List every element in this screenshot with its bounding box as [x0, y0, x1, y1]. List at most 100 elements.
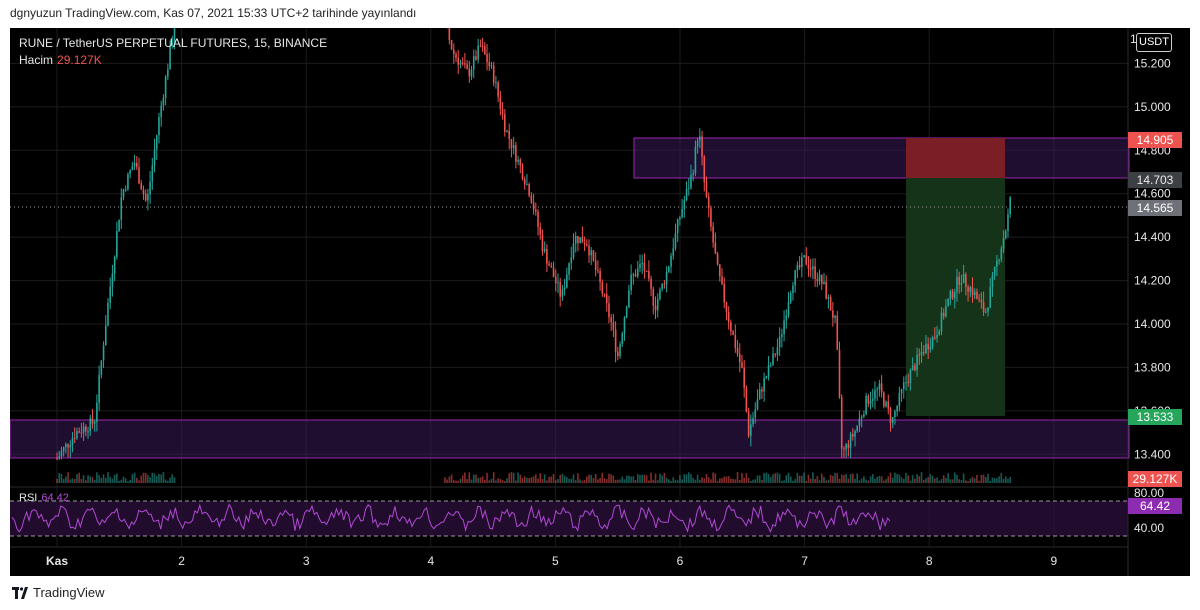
- candle-body: [985, 311, 987, 313]
- candle-body: [506, 130, 508, 132]
- candle-body: [107, 302, 109, 326]
- footer-brand[interactable]: TradingView: [12, 585, 105, 600]
- volume-bar: [951, 479, 954, 483]
- volume-bar: [741, 473, 743, 483]
- volume-bar: [89, 476, 92, 483]
- time-tick-label: 2: [178, 554, 185, 568]
- volume-bar: [80, 478, 83, 483]
- candle-body: [838, 349, 841, 398]
- volume-bar: [712, 472, 714, 483]
- rsi-legend[interactable]: RSI 64.42: [19, 492, 69, 504]
- volume-bar: [444, 477, 446, 483]
- volume-bar: [829, 474, 832, 483]
- candle-body: [554, 277, 557, 284]
- volume-bar: [785, 475, 788, 483]
- volume-bar: [563, 475, 566, 483]
- candle-body: [885, 401, 887, 407]
- upper-supply-zone[interactable]: [633, 137, 1130, 179]
- volume-bar: [173, 477, 176, 483]
- rsi-label-text: RSI: [19, 492, 38, 504]
- volume-bar: [149, 477, 151, 483]
- candle-body: [887, 401, 890, 409]
- volume-bar: [543, 474, 546, 483]
- volume-bar: [592, 478, 595, 483]
- candlesticks[interactable]: [56, 28, 1011, 461]
- short-position-stop-area[interactable]: [906, 138, 1005, 178]
- candle-body: [774, 353, 777, 355]
- rsi-band: [10, 501, 1128, 536]
- volume-bar: [854, 478, 856, 483]
- candle-body: [113, 257, 116, 274]
- candle-body: [973, 291, 976, 296]
- volume-bar: [158, 473, 160, 483]
- candle-body: [849, 433, 852, 448]
- volume-bar: [727, 476, 730, 483]
- volume-bar: [472, 474, 475, 483]
- candle-body: [898, 393, 901, 407]
- volume-bar: [142, 472, 145, 483]
- chart-canvas[interactable]: 15.20015.00014.80014.60014.40014.20014.0…: [10, 28, 1190, 576]
- volume-bar: [87, 475, 89, 483]
- volume-bar: [825, 480, 828, 483]
- volume-bar: [155, 476, 158, 483]
- candle-body: [605, 293, 608, 304]
- candle-body: [503, 114, 506, 132]
- price-axis[interactable]: 15.20015.00014.80014.60014.40014.20014.0…: [1134, 56, 1171, 461]
- volume-bar: [56, 478, 58, 483]
- candle-body: [497, 82, 499, 97]
- candle-body: [91, 418, 94, 424]
- volume-bar: [82, 475, 85, 483]
- candle-body: [783, 320, 785, 335]
- candle-body: [532, 202, 535, 210]
- symbol-legend[interactable]: RUNE / TetherUS PERPETUAL FUTURES, 15, B…: [19, 36, 328, 50]
- candle-body: [754, 409, 757, 418]
- candle-body: [878, 383, 881, 390]
- candle-body: [62, 447, 65, 452]
- volume-bar: [124, 478, 127, 483]
- candle-body: [65, 444, 67, 448]
- volume-bar: [470, 479, 473, 483]
- volume-bar: [816, 476, 819, 483]
- volume-bar: [113, 474, 116, 483]
- candle-body: [668, 266, 670, 272]
- volume-bar: [645, 475, 648, 483]
- chart-area[interactable]: 15.200 15.000 14.800 14.600 14.400 14.200 14.0…: [10, 28, 1190, 576]
- volume-bar: [732, 479, 734, 483]
- volume-bar: [756, 475, 759, 483]
- candle-body: [82, 426, 85, 433]
- candle-body: [982, 301, 985, 313]
- volume-bar: [832, 475, 834, 483]
- candle-body: [789, 293, 792, 303]
- volume-bar: [971, 476, 974, 483]
- volume-bar: [763, 473, 765, 483]
- candle-body: [581, 237, 584, 243]
- volume-legend[interactable]: Hacim 29.127K: [19, 53, 102, 67]
- candle-body: [834, 315, 836, 318]
- volume-bar: [136, 477, 138, 483]
- candle-body: [958, 276, 961, 285]
- candle-body: [530, 195, 533, 203]
- candle-body: [969, 287, 972, 292]
- candle-body: [1009, 197, 1011, 214]
- candle-body: [750, 424, 752, 436]
- candle-body: [747, 411, 750, 436]
- volume-bar: [694, 479, 697, 483]
- volume-bar: [484, 479, 486, 483]
- candle-body: [116, 231, 118, 258]
- volume-bar: [792, 480, 794, 483]
- lower-demand-zone[interactable]: [10, 419, 1130, 459]
- candle-body: [147, 194, 149, 201]
- volume-bar: [107, 472, 109, 483]
- candle-body: [151, 165, 154, 182]
- candle-body: [603, 293, 606, 295]
- volume-bar: [925, 478, 927, 483]
- time-axis[interactable]: Kas 2 3 4 5 6 7 8 9: [46, 554, 1057, 568]
- volume-bar: [1004, 476, 1007, 483]
- volume-bar: [164, 479, 167, 483]
- candle-body: [707, 196, 710, 209]
- volume-bar: [973, 478, 976, 483]
- volume-bar: [503, 480, 506, 483]
- candle-body: [158, 117, 160, 136]
- volume-bar: [776, 472, 779, 483]
- currency-button[interactable]: USDT: [1136, 33, 1172, 52]
